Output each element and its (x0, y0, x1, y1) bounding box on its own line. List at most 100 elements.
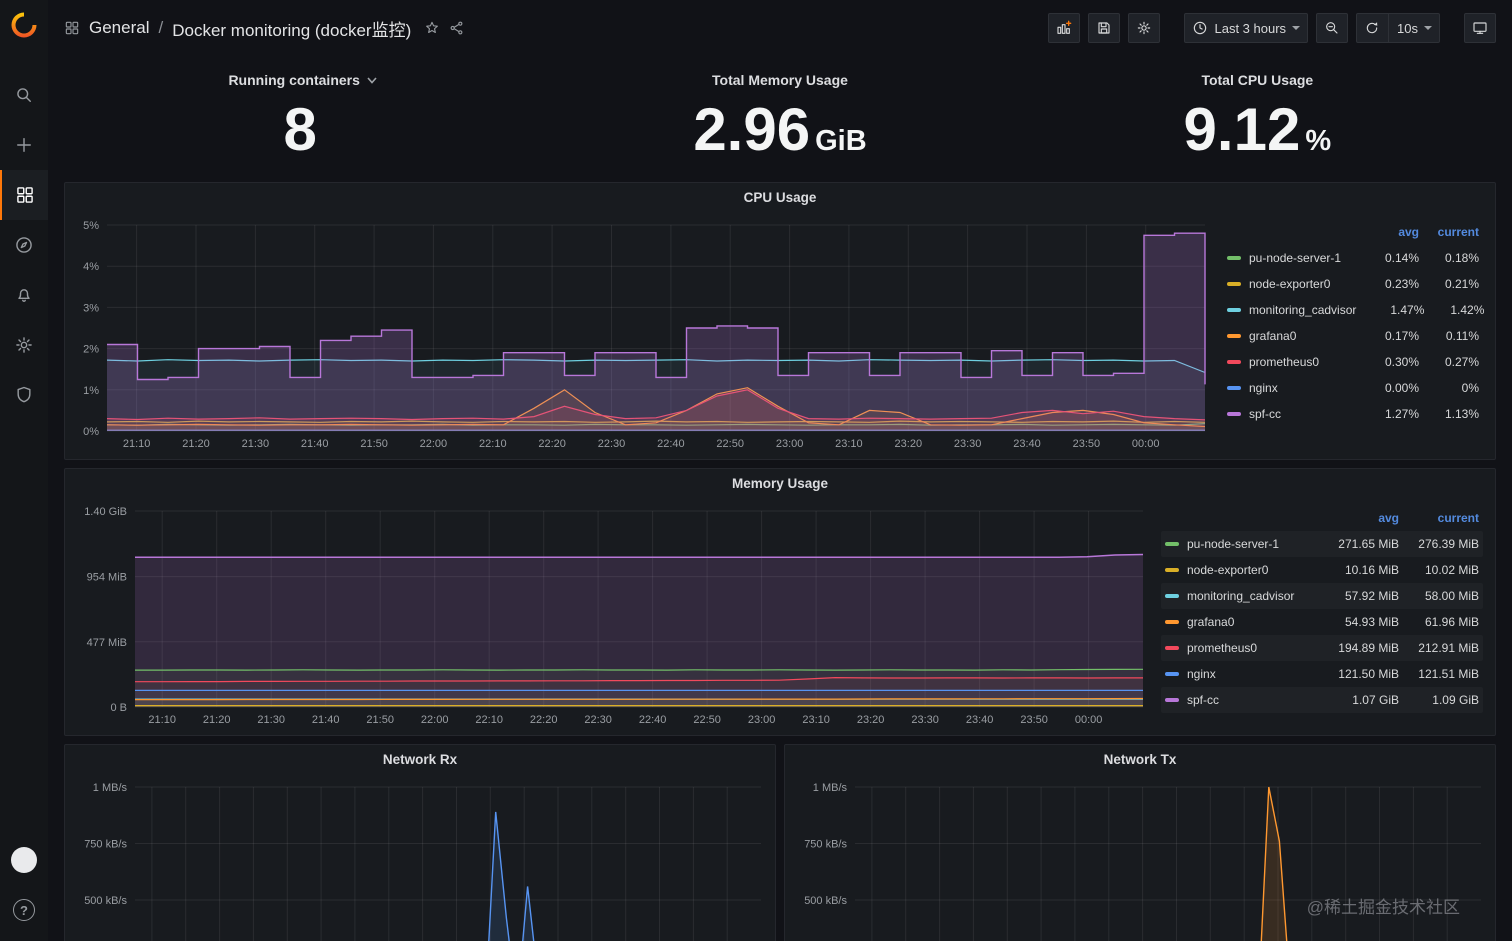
legend-row[interactable]: spf-cc 1.07 GiB 1.09 GiB (1161, 687, 1483, 713)
legend-row[interactable]: nginx 0.00% 0% (1223, 375, 1483, 401)
stat-value-number: 8 (283, 96, 317, 163)
legend-current-value: 0.21% (1444, 277, 1479, 291)
stat-value: 2.96 GiB (541, 98, 1018, 161)
stat-value: 8 (64, 98, 541, 161)
panel-title[interactable]: Total CPU Usage (1201, 72, 1313, 88)
cpu-usage-chart[interactable]: 0% 1% 2% 3% 4% 5% 21:10 21:20 21:30 21:40 21:50 22:… (73, 213, 1213, 455)
sidebar-item-search[interactable] (0, 70, 48, 120)
legend-column-header[interactable]: avg (1398, 225, 1419, 239)
refresh-icon (1366, 22, 1378, 34)
legend-column-header[interactable]: avg (1378, 511, 1399, 525)
zoom-out-button[interactable] (1316, 13, 1349, 43)
svg-text:21:40: 21:40 (301, 438, 329, 450)
legend-avg-value: 1.47% (1390, 303, 1425, 317)
legend-row[interactable]: node-exporter0 10.16 MiB 10.02 MiB (1161, 557, 1483, 583)
legend-current-value: 0.18% (1444, 251, 1479, 265)
legend-row[interactable]: monitoring_cadvisor 1.47% 1.42% (1223, 297, 1484, 323)
legend-series-name[interactable]: pu-node-server-1 (1165, 537, 1307, 551)
sidebar-item-profile[interactable] (0, 835, 48, 885)
legend-avg-value: 121.50 MiB (1338, 667, 1399, 681)
legend-series-name[interactable]: node-exporter0 (1227, 277, 1351, 291)
sidebar-item-home[interactable] (9, 10, 39, 40)
legend-series-name[interactable]: prometheus0 (1227, 355, 1351, 369)
svg-text:22:30: 22:30 (598, 438, 626, 450)
breadcrumb-root[interactable]: General (89, 18, 150, 37)
refresh-interval-dropdown[interactable]: 10s (1397, 20, 1418, 36)
sidebar-item-create[interactable] (0, 120, 48, 170)
legend-row[interactable]: prometheus0 0.30% 0.27% (1223, 349, 1483, 375)
sidebar-item-dashboards[interactable] (0, 170, 48, 220)
panel-title[interactable]: Network Tx (1103, 752, 1177, 767)
cycle-view-button[interactable] (1464, 13, 1496, 43)
legend-row[interactable]: node-exporter0 0.23% 0.21% (1223, 271, 1483, 297)
legend-series-name[interactable]: pu-node-server-1 (1227, 251, 1351, 265)
legend-series-name[interactable]: spf-cc (1165, 693, 1307, 707)
svg-text:500 kB/s: 500 kB/s (804, 895, 847, 907)
legend-row[interactable]: spf-cc 1.27% 1.13% (1223, 401, 1483, 427)
legend-series-name[interactable]: prometheus0 (1165, 641, 1307, 655)
series-color-marker (1165, 594, 1179, 598)
legend-row[interactable]: prometheus0 194.89 MiB 212.91 MiB (1161, 635, 1483, 661)
legend-row[interactable]: grafana0 0.17% 0.11% (1223, 323, 1483, 349)
svg-text:22:30: 22:30 (584, 714, 612, 726)
legend-current-value: 1.13% (1444, 407, 1479, 421)
svg-text:00:00: 00:00 (1132, 438, 1160, 450)
legend-row[interactable]: monitoring_cadvisor 57.92 MiB 58.00 MiB (1161, 583, 1483, 609)
legend-column-header[interactable]: current (1437, 511, 1479, 525)
legend-row[interactable]: pu-node-server-1 0.14% 0.18% (1223, 245, 1483, 271)
legend-current-value: 61.96 MiB (1424, 615, 1479, 629)
legend-series-name[interactable]: node-exporter0 (1165, 563, 1307, 577)
panel-title[interactable]: Total Memory Usage (712, 72, 848, 88)
legend-series-name[interactable]: monitoring_cadvisor (1227, 303, 1356, 317)
sidebar-item-help[interactable]: ? (0, 885, 48, 935)
save-dashboard-button[interactable] (1088, 13, 1121, 43)
legend-current-value: 121.51 MiB (1418, 667, 1479, 681)
legend-row[interactable]: grafana0 54.93 MiB 61.96 MiB (1161, 609, 1483, 635)
add-panel-button[interactable] (1048, 13, 1081, 43)
share-icon[interactable] (449, 20, 465, 36)
breadcrumb-title[interactable]: Docker monitoring (docker监控) (172, 20, 412, 40)
star-icon[interactable] (424, 20, 440, 36)
series-color-marker (1227, 282, 1241, 286)
sidebar-item-explore[interactable] (0, 220, 48, 270)
legend-series-name[interactable]: grafana0 (1227, 329, 1351, 343)
legend-avg-value: 0.23% (1384, 277, 1419, 291)
svg-text:22:40: 22:40 (657, 438, 685, 450)
panel-title[interactable]: Memory Usage (731, 476, 829, 491)
svg-text:22:40: 22:40 (639, 714, 667, 726)
svg-text:00:00: 00:00 (1075, 714, 1103, 726)
svg-text:5%: 5% (83, 220, 99, 232)
svg-text:23:30: 23:30 (954, 438, 982, 450)
refresh-button[interactable]: 10s (1356, 13, 1440, 43)
legend-series-name[interactable]: grafana0 (1165, 615, 1307, 629)
svg-text:22:10: 22:10 (475, 714, 503, 726)
legend-row[interactable]: nginx 121.50 MiB 121.51 MiB (1161, 661, 1483, 687)
svg-text:954 MiB: 954 MiB (87, 572, 127, 584)
legend-series-name[interactable]: spf-cc (1227, 407, 1351, 421)
panel-title[interactable]: Network Rx (382, 752, 458, 767)
bell-icon (18, 289, 30, 302)
memory-usage-chart[interactable]: 0 B 477 MiB 954 MiB 1.40 GiB 21:10 21:20 21:30… (73, 499, 1151, 731)
legend-series-name[interactable]: nginx (1227, 381, 1351, 395)
legend-current-value: 1.09 GiB (1432, 693, 1479, 707)
sidebar-item-alerting[interactable] (0, 270, 48, 320)
time-range-picker[interactable]: Last 3 hours (1184, 13, 1309, 43)
memory-chart-area[interactable]: 0 B 477 MiB 954 MiB 1.40 GiB 21:10 21:20 21:30… (73, 499, 1151, 731)
legend-row[interactable]: pu-node-server-1 271.65 MiB 276.39 MiB (1161, 531, 1483, 557)
panel-title[interactable]: Running containers (228, 72, 377, 88)
cpu-chart-area[interactable]: 0% 1% 2% 3% 4% 5% 21:10 21:20 21:30 21:40 21:50 22:… (73, 213, 1213, 455)
legend-column-header[interactable]: current (1437, 225, 1479, 239)
legend-series-name[interactable]: monitoring_cadvisor (1165, 589, 1307, 603)
stat-panel-running-containers: Running containers 8 (64, 62, 541, 174)
sidebar-item-configuration[interactable] (0, 320, 48, 370)
sidebar-item-server-admin[interactable] (0, 370, 48, 420)
svg-text:0 B: 0 B (110, 702, 127, 714)
legend-series-name[interactable]: nginx (1165, 667, 1307, 681)
panel-title[interactable]: CPU Usage (743, 190, 817, 205)
svg-text:22:00: 22:00 (420, 438, 448, 450)
dashboard-settings-button[interactable] (1128, 13, 1161, 43)
